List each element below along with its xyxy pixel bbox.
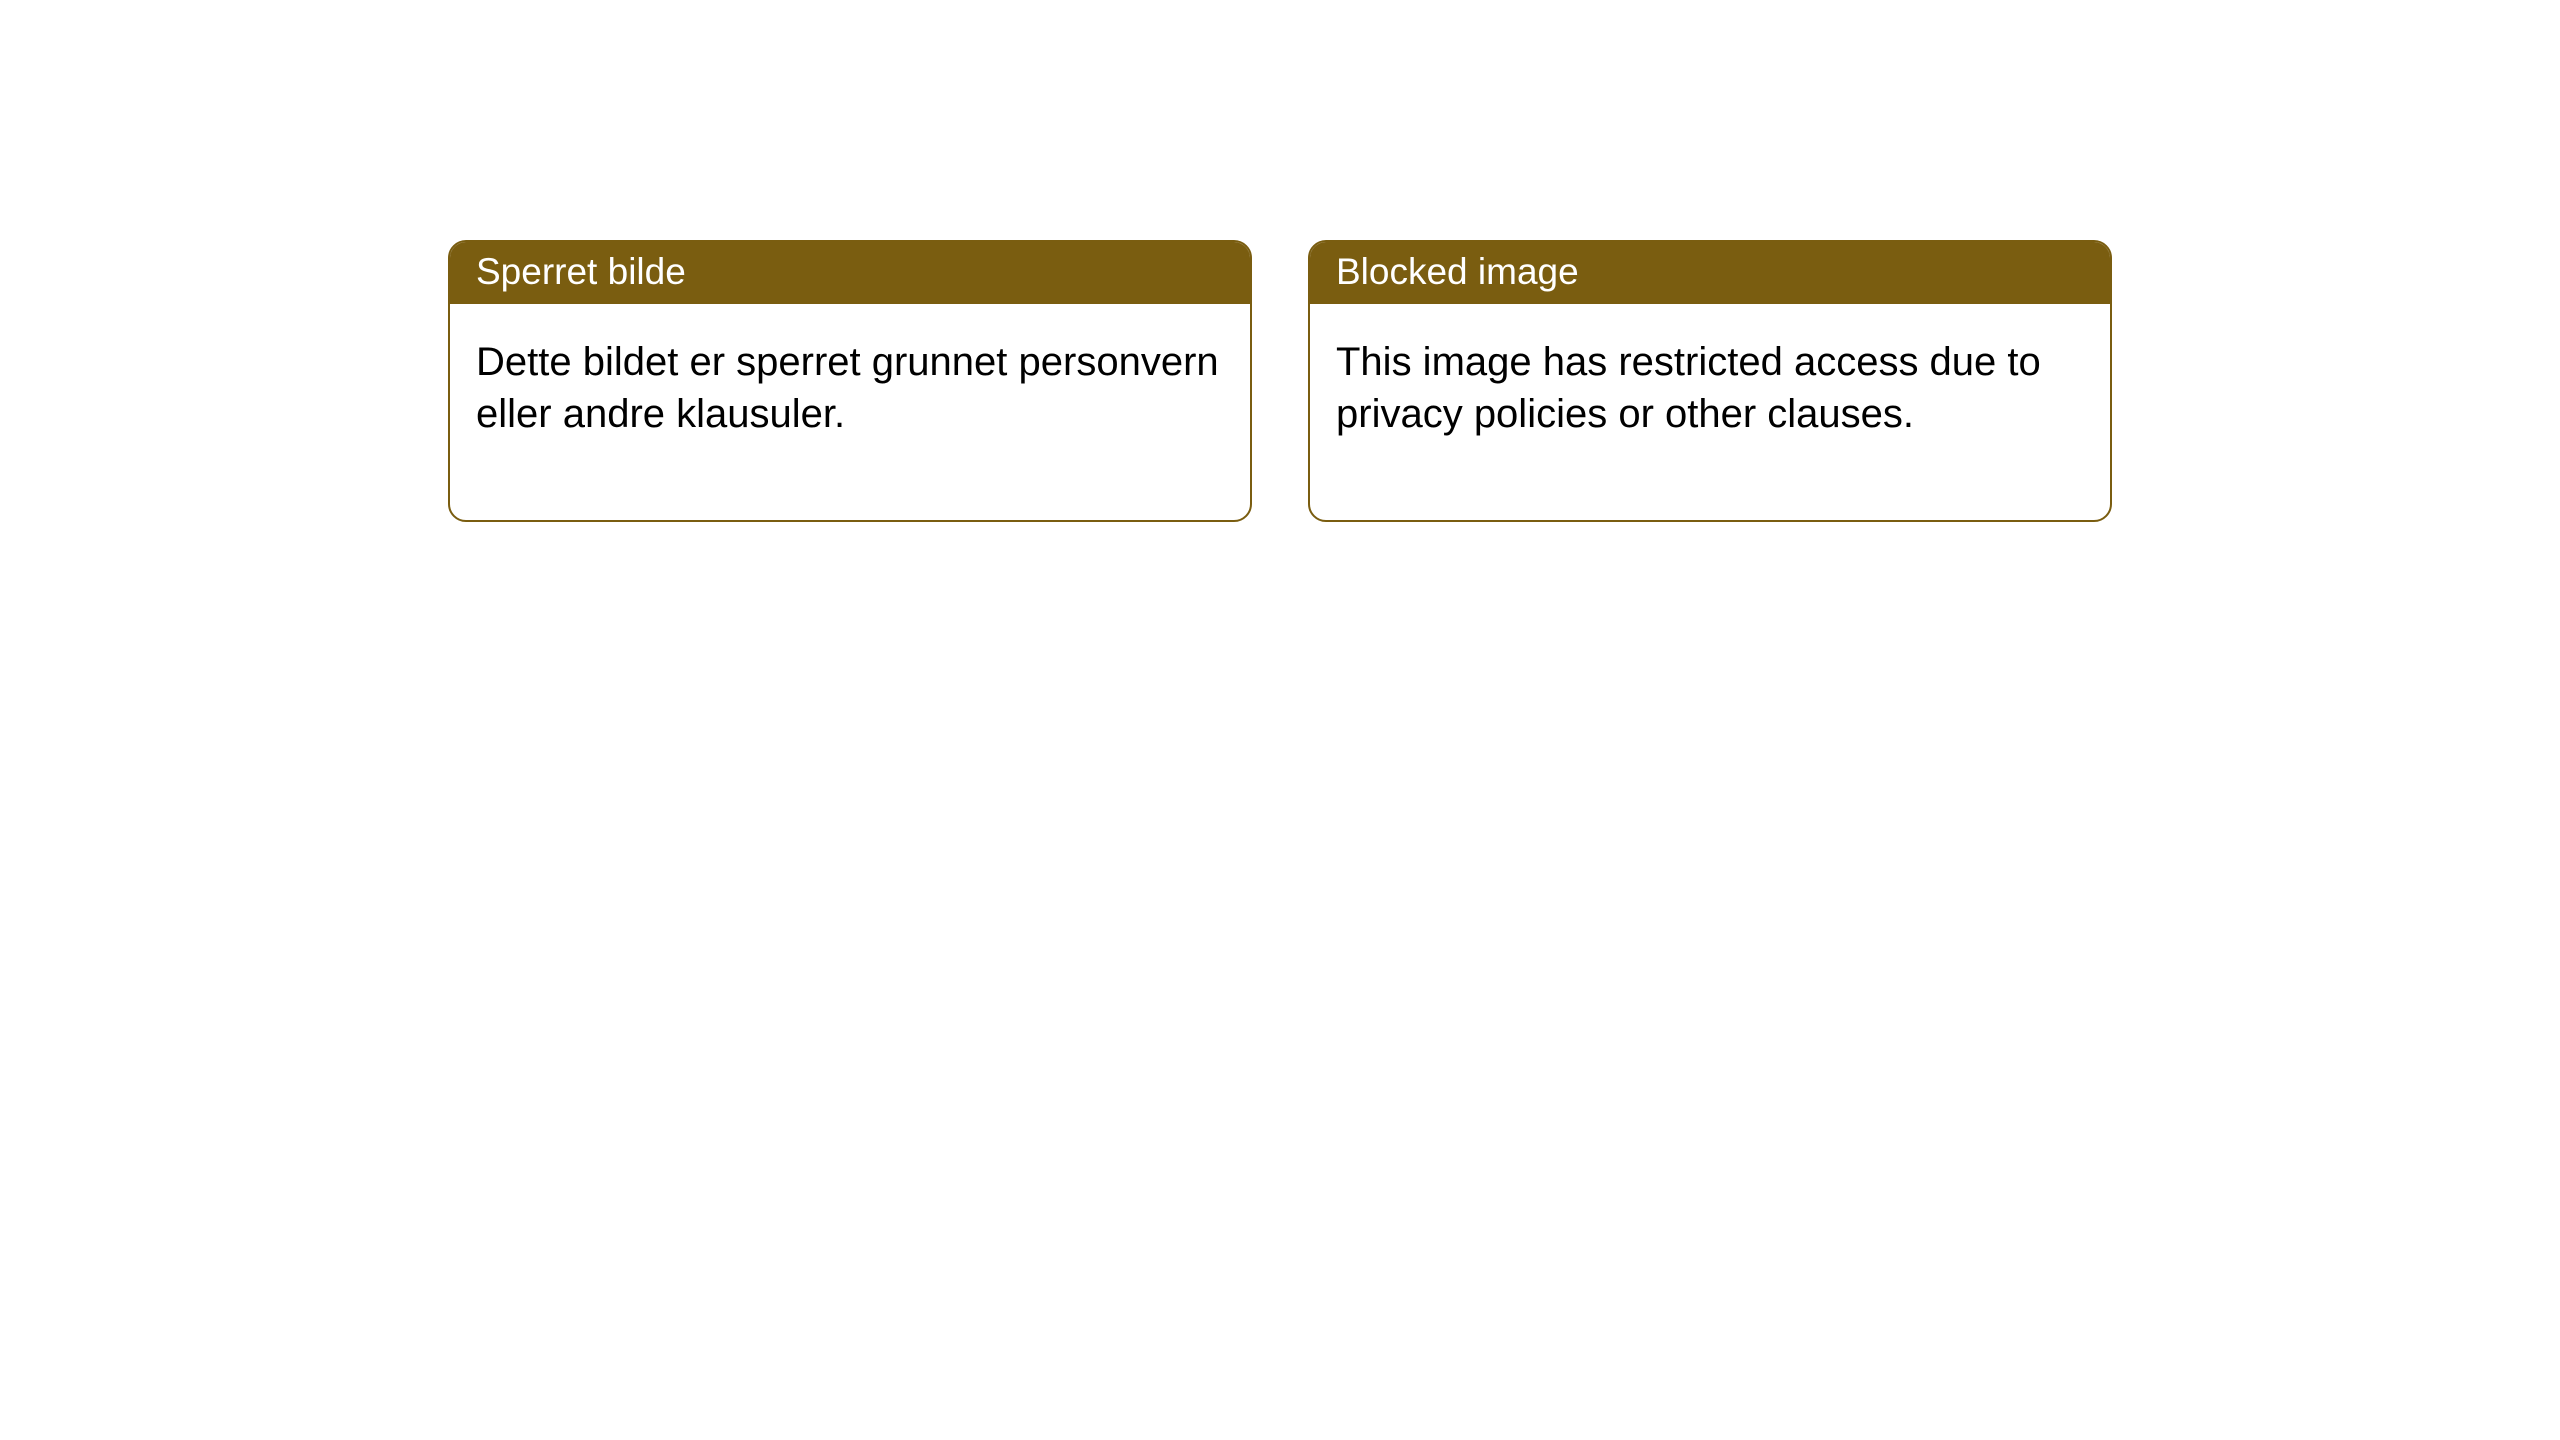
notice-body-en: This image has restricted access due to … <box>1310 304 2110 520</box>
notice-header-no: Sperret bilde <box>450 242 1250 304</box>
notice-container: Sperret bilde Dette bildet er sperret gr… <box>0 0 2560 522</box>
notice-body-no: Dette bildet er sperret grunnet personve… <box>450 304 1250 520</box>
notice-header-en: Blocked image <box>1310 242 2110 304</box>
notice-card-en: Blocked image This image has restricted … <box>1308 240 2112 522</box>
notice-card-no: Sperret bilde Dette bildet er sperret gr… <box>448 240 1252 522</box>
